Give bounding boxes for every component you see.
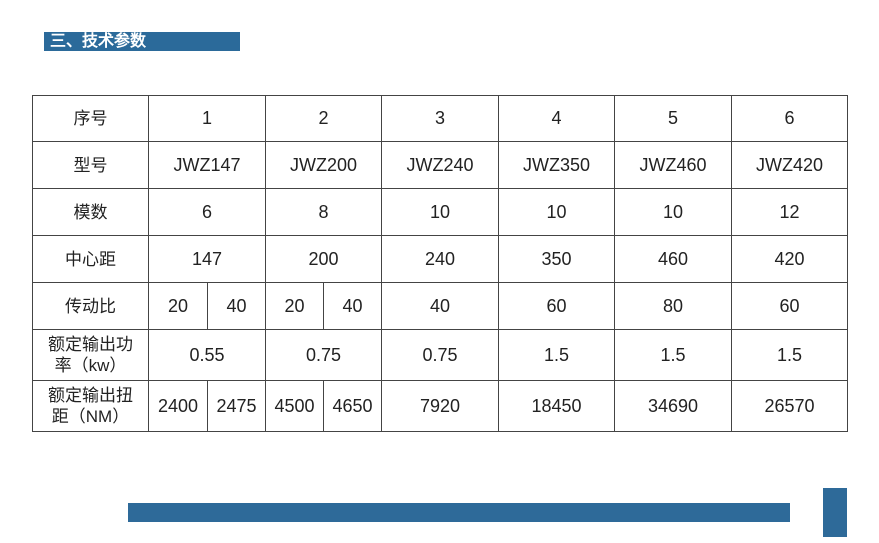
label-line: 额定输出功 (48, 335, 133, 354)
table-cell: 10 (498, 188, 616, 236)
table-cell: 1.5 (498, 329, 616, 381)
row-label: 额定输出功率（kw） (32, 329, 149, 381)
table-cell: 26570 (731, 380, 849, 432)
section-title: 三、技术参数 (44, 32, 240, 51)
table-row: 额定输出扭 距（NM） 2400 2475 4500 4650 7920 18450 34690… (32, 380, 849, 432)
table-cell: 2 (265, 95, 383, 142)
table-cell: JWZ147 (147, 141, 267, 189)
table-cell: 20 (148, 282, 208, 330)
table-row: 序号 1 2 3 4 5 6 (32, 95, 849, 142)
table-cell: 0.75 (265, 329, 383, 381)
row-label: 模数 (32, 188, 149, 236)
table-cell: 40 (323, 282, 383, 330)
table-cell: 8 (265, 188, 383, 236)
table-row: 型号 JWZ147 JWZ200 JWZ240 JWZ350 JWZ460 JWZ420 (32, 141, 849, 189)
table-cell: 20 (265, 282, 325, 330)
table-cell: 18450 (498, 380, 616, 432)
table-cell: 460 (614, 235, 733, 283)
table-cell: JWZ240 (381, 141, 500, 189)
table-row: 中心距 147 200 240 350 460 420 (32, 235, 849, 283)
table-cell: 10 (381, 188, 500, 236)
table-cell: 80 (614, 282, 733, 330)
table-cell: 200 (265, 235, 383, 283)
table-cell: 350 (498, 235, 616, 283)
label-line: 模数 (73, 202, 108, 222)
label-line: 额定输出扭 (48, 386, 133, 405)
table-cell: 10 (614, 188, 733, 236)
row-label: 额定输出扭距（NM） (32, 380, 149, 432)
table-cell: 4650 (323, 380, 383, 432)
label-line: 距（NM） (51, 407, 130, 426)
label-line: 传动比 (65, 296, 116, 316)
table-cell: 2400 (148, 380, 208, 432)
table-cell: 60 (498, 282, 616, 330)
table-cell: 4 (498, 95, 616, 142)
table-cell: 3 (381, 95, 500, 142)
table-cell: 5 (614, 95, 733, 142)
footer-block (823, 488, 847, 537)
table-cell: 2475 (206, 380, 267, 432)
label-line: 率（kw） (54, 356, 127, 375)
row-label: 序号 (32, 95, 149, 142)
table-cell: JWZ460 (614, 141, 733, 189)
table-cell: 12 (731, 188, 849, 236)
table-cell: 420 (731, 235, 849, 283)
table-cell: 34690 (614, 380, 733, 432)
table-cell: JWZ350 (498, 141, 616, 189)
row-label: 中心距 (32, 235, 149, 283)
table-cell: 147 (147, 235, 267, 283)
label-line: 中心距 (65, 249, 116, 269)
table-row: 模数 6 8 10 10 10 12 (32, 188, 849, 236)
label-line: 序号 (73, 109, 108, 128)
spec-table: 序号 1 2 3 4 5 6 型号 JWZ147 JWZ200 JWZ240 JWZ350 JWZ460… (32, 95, 849, 432)
table-cell: 60 (731, 282, 849, 330)
table-cell: 1 (147, 95, 267, 142)
table-cell: 0.55 (147, 329, 267, 381)
table-cell: 1.5 (614, 329, 733, 381)
table-cell: 4500 (265, 380, 325, 432)
table-cell: JWZ200 (265, 141, 383, 189)
footer-bar (128, 503, 790, 522)
table-cell: 6 (147, 188, 267, 236)
row-label: 型号 (32, 141, 149, 189)
table-row: 传动比 20 40 20 40 40 60 80 60 (32, 282, 849, 330)
table-cell: 40 (206, 282, 267, 330)
table-row: 额定输出功 率（kw） 0.55 0.75 0.75 1.5 1.5 1.5 (32, 329, 849, 381)
table-cell: 0.75 (381, 329, 500, 381)
label-line: 型号 (73, 155, 108, 175)
table-cell: 240 (381, 235, 500, 283)
row-label: 传动比 (32, 282, 149, 330)
table-cell: 40 (381, 282, 500, 330)
table-cell: 7920 (381, 380, 500, 432)
table-cell: 6 (731, 95, 849, 142)
table-cell: JWZ420 (731, 141, 849, 189)
table-cell: 1.5 (731, 329, 849, 381)
